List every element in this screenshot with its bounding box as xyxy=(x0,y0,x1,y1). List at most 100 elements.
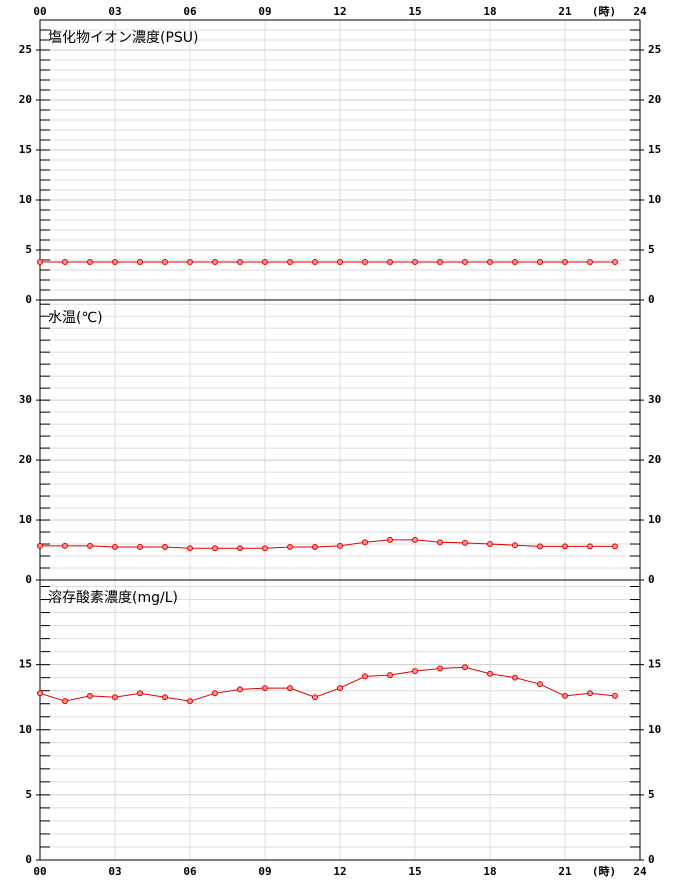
x-tick-label: 06 xyxy=(183,5,197,18)
y-tick-label: 15 xyxy=(19,143,32,156)
data-point xyxy=(412,668,418,675)
data-point xyxy=(187,698,193,705)
panel-title: 水温(℃) xyxy=(48,310,103,326)
y-tick-label: 5 xyxy=(25,788,32,801)
data-point xyxy=(237,259,243,265)
x-unit: (時) xyxy=(592,4,616,18)
x-tick-label: 12 xyxy=(333,5,346,18)
data-point xyxy=(437,539,443,546)
data-point xyxy=(387,672,393,679)
y-tick-label: 20 xyxy=(19,453,32,466)
data-point xyxy=(287,685,293,692)
data-point xyxy=(512,542,518,549)
data-point xyxy=(612,543,618,550)
y-tick-label: 30 xyxy=(19,393,32,406)
data-point xyxy=(37,259,43,265)
data-point xyxy=(287,259,293,265)
y-tick-label: 5 xyxy=(648,788,655,801)
y-tick-label: 30 xyxy=(648,393,661,406)
data-point xyxy=(537,543,543,550)
data-point xyxy=(362,259,368,265)
data-point xyxy=(212,259,218,265)
y-tick-label: 15 xyxy=(19,658,32,671)
data-point xyxy=(612,692,618,699)
y-tick-label: 15 xyxy=(648,143,661,156)
data-point xyxy=(162,694,168,701)
y-tick-label: 10 xyxy=(19,723,32,736)
data-point xyxy=(487,259,493,265)
x-tick-label: 09 xyxy=(258,5,271,18)
data-point xyxy=(212,545,218,552)
data-point xyxy=(87,259,93,265)
data-point xyxy=(162,259,168,265)
y-tick-label: 20 xyxy=(648,93,661,106)
x-tick-label: 15 xyxy=(408,865,421,878)
y-tick-label: 0 xyxy=(648,293,655,306)
data-point xyxy=(412,536,418,543)
data-point xyxy=(237,545,243,552)
data-point xyxy=(612,259,618,265)
data-point xyxy=(487,541,493,548)
data-point xyxy=(87,542,93,549)
data-point xyxy=(562,259,568,265)
data-point xyxy=(462,664,468,671)
x-tick-label: 21 xyxy=(558,865,572,878)
x-tick-label: 00 xyxy=(33,865,46,878)
x-unit: (時) xyxy=(592,864,616,878)
y-tick-label: 25 xyxy=(19,43,32,56)
data-point xyxy=(212,690,218,697)
data-point xyxy=(262,259,268,265)
y-tick-label: 10 xyxy=(19,193,32,206)
data-point xyxy=(112,259,118,265)
data-point xyxy=(62,259,68,265)
data-point xyxy=(362,673,368,680)
x-tick-label: 00 xyxy=(33,5,46,18)
data-point xyxy=(537,259,543,265)
data-point xyxy=(437,665,443,672)
data-point xyxy=(312,694,318,701)
data-point xyxy=(112,544,118,551)
x-tick-label: 03 xyxy=(108,865,121,878)
data-point xyxy=(137,544,143,551)
data-point xyxy=(437,259,443,265)
data-point xyxy=(337,542,343,549)
data-point xyxy=(387,536,393,543)
data-point xyxy=(337,685,343,692)
data-line xyxy=(40,539,615,549)
y-tick-label: 5 xyxy=(648,243,655,256)
data-point xyxy=(237,686,243,693)
y-tick-label: 10 xyxy=(648,723,661,736)
x-tick-label: 24 xyxy=(633,5,647,18)
data-point xyxy=(512,674,518,681)
y-tick-label: 5 xyxy=(25,243,32,256)
y-tick-label: 0 xyxy=(648,853,655,866)
x-tick-label: 15 xyxy=(408,5,421,18)
panel-title: 塩化物イオン濃度(PSU) xyxy=(48,30,199,46)
data-point xyxy=(37,690,43,697)
x-tick-label: 18 xyxy=(483,5,496,18)
data-point xyxy=(462,259,468,265)
data-point xyxy=(62,542,68,549)
y-tick-label: 10 xyxy=(19,513,32,526)
data-point xyxy=(37,542,43,549)
y-tick-label: 15 xyxy=(648,658,661,671)
y-tick-label: 25 xyxy=(648,43,661,56)
data-point xyxy=(162,544,168,551)
data-point xyxy=(312,259,318,265)
y-tick-label: 20 xyxy=(648,453,661,466)
data-point xyxy=(512,259,518,265)
data-point xyxy=(187,545,193,552)
y-tick-label: 10 xyxy=(648,513,661,526)
data-point xyxy=(287,544,293,551)
y-tick-label: 10 xyxy=(648,193,661,206)
data-point xyxy=(487,670,493,677)
panel-frame xyxy=(39,579,641,861)
y-tick-label: 0 xyxy=(25,853,32,866)
data-point xyxy=(87,692,93,699)
x-tick-label: 18 xyxy=(483,865,496,878)
data-point xyxy=(587,690,593,697)
data-point xyxy=(187,259,193,265)
x-tick-label: 06 xyxy=(183,865,197,878)
x-tick-label: 21 xyxy=(558,5,572,18)
x-tick-label: 03 xyxy=(108,5,121,18)
